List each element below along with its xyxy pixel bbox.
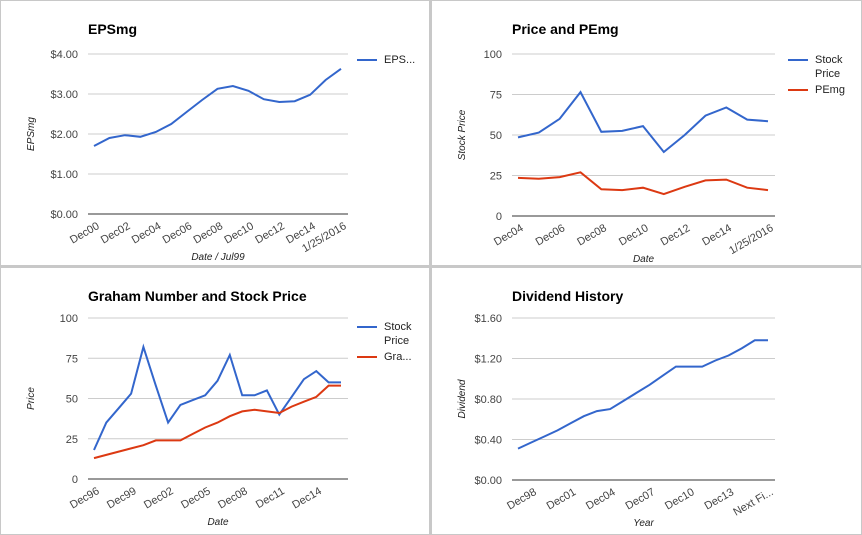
y-axis-label: Dividend xyxy=(457,379,468,418)
y-tick-label: 50 xyxy=(490,130,502,142)
series-line xyxy=(517,171,769,196)
legend-entry: Stock Price xyxy=(384,321,412,347)
panel xyxy=(1,1,429,265)
series-line xyxy=(93,67,342,147)
y-tick-label: 0 xyxy=(72,474,78,486)
chart-title: EPSmg xyxy=(88,21,137,37)
legend-entry: Stock Price xyxy=(815,54,843,80)
y-axis-label: Stock Price xyxy=(457,109,468,160)
y-tick-label: $1.60 xyxy=(474,313,502,325)
chart-title: Dividend History xyxy=(512,288,623,304)
legend-text: PEmg xyxy=(815,84,845,96)
legend-entry: PEmg xyxy=(815,84,845,96)
y-tick-label: $4.00 xyxy=(50,49,78,61)
y-tick-label: $3.00 xyxy=(50,89,78,101)
y-tick-label: 0 xyxy=(496,211,502,223)
panel xyxy=(432,1,861,265)
y-tick-label: 75 xyxy=(490,90,502,102)
series-line xyxy=(517,339,768,450)
legend-entry: EPS... xyxy=(384,54,416,66)
y-axis-label: EPSmg xyxy=(26,117,37,151)
y-tick-label: 50 xyxy=(66,394,78,406)
legend-text: Stock Price xyxy=(815,54,843,80)
y-tick-label: 100 xyxy=(60,313,78,325)
y-tick-label: $0.40 xyxy=(474,435,502,447)
y-tick-label: 75 xyxy=(66,353,78,365)
x-axis-label: Date xyxy=(633,254,655,265)
legend-text: Gra... xyxy=(384,351,412,363)
series-line xyxy=(517,90,769,154)
y-tick-label: 100 xyxy=(484,49,502,61)
legend-text: Stock Price xyxy=(384,321,412,347)
y-axis-label: Price xyxy=(26,387,37,410)
panel xyxy=(1,268,429,534)
series-line xyxy=(93,384,341,460)
panel xyxy=(432,268,861,534)
legend-text: EPS... xyxy=(384,54,416,66)
y-tick-label: 25 xyxy=(66,434,78,446)
chart-title: Price and PEmg xyxy=(512,21,619,37)
x-axis-label: Year xyxy=(633,518,654,529)
series-line xyxy=(93,343,341,451)
y-tick-label: $1.00 xyxy=(50,169,78,181)
x-axis-label: Date / Jul99 xyxy=(191,252,245,263)
y-tick-label: $2.00 xyxy=(50,129,78,141)
chart-title: Graham Number and Stock Price xyxy=(88,288,307,304)
y-tick-label: $0.80 xyxy=(474,394,502,406)
y-tick-label: 25 xyxy=(490,171,502,183)
y-tick-label: $0.00 xyxy=(474,475,502,487)
x-axis-label: Date xyxy=(207,517,229,528)
y-tick-label: $0.00 xyxy=(50,209,78,221)
y-tick-label: $1.20 xyxy=(474,354,502,366)
legend-entry: Gra... xyxy=(384,351,412,363)
